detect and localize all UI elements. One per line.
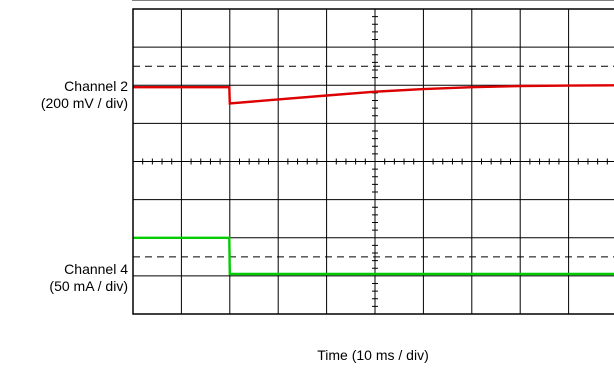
grid: [133, 9, 614, 314]
channel-4-trace: [133, 236, 614, 276]
plot-frame: [132, 8, 614, 315]
channel-2-name: Channel 2: [64, 78, 128, 94]
channel-2-label: Channel 2 (200 mV / div): [0, 78, 128, 112]
channel-4-name: Channel 4: [64, 261, 128, 277]
channel-2-scale: (200 mV / div): [40, 95, 128, 111]
traces: [133, 65, 614, 276]
channel-4-scale: (50 mA / div): [49, 278, 128, 294]
plot-border: [132, 8, 614, 315]
channel-2-trace: [133, 84, 614, 105]
x-axis-label: Time (10 ms / div): [317, 347, 429, 363]
channel-4-label: Channel 4 (50 mA / div): [0, 261, 128, 295]
